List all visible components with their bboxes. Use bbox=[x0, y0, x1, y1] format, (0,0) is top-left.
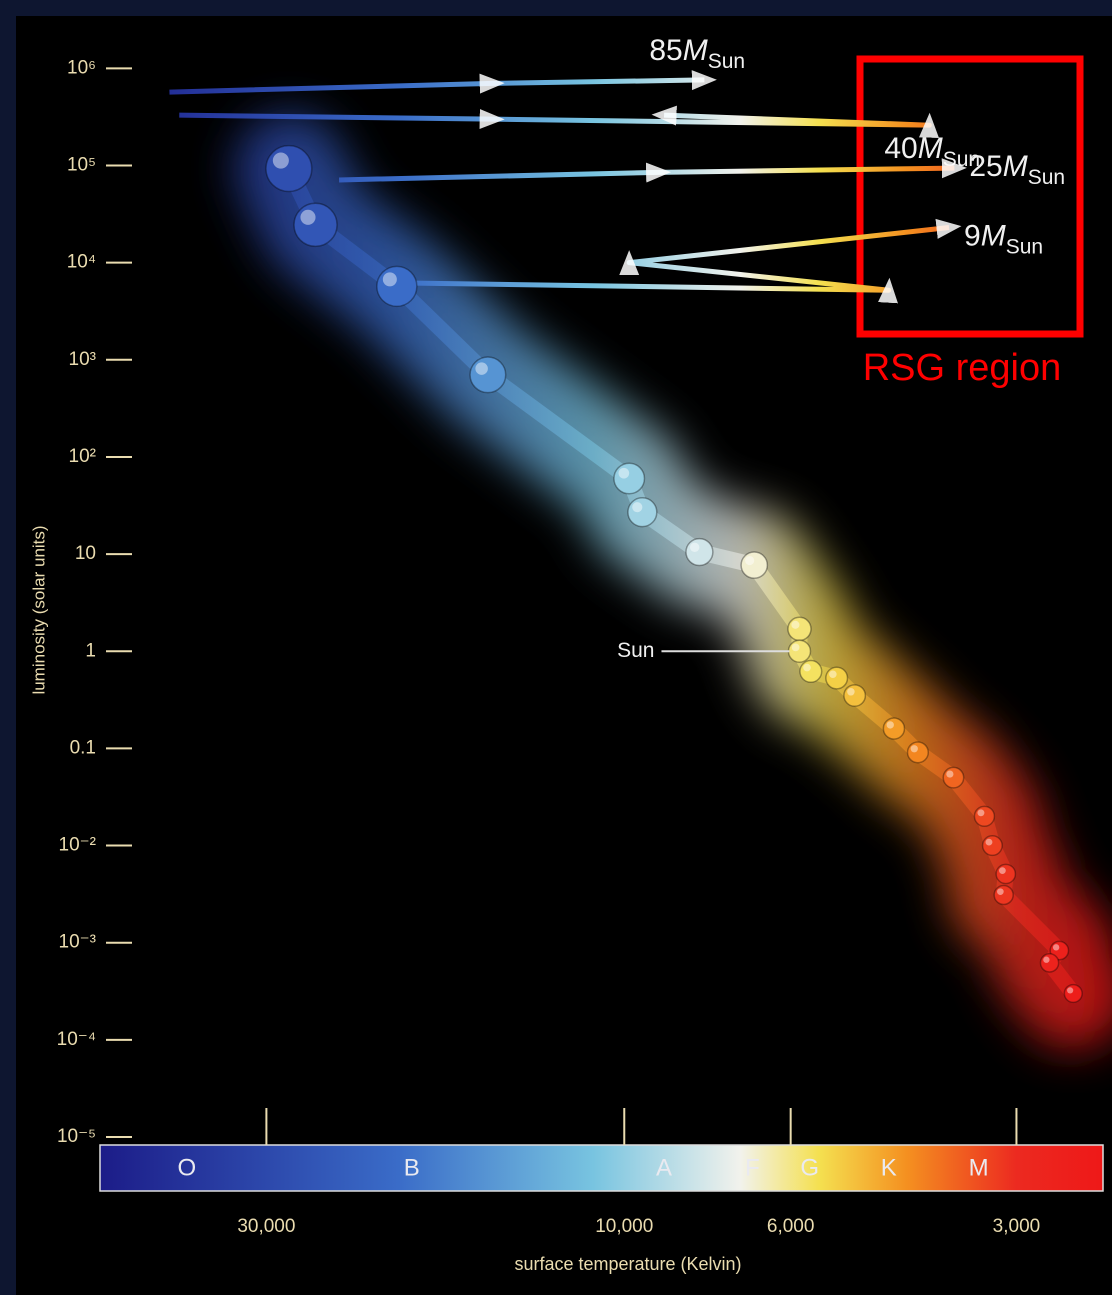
star-highlight bbox=[946, 770, 953, 777]
star bbox=[788, 617, 811, 640]
y-tick-label: 10⁻⁵ bbox=[57, 1126, 96, 1147]
rsg-label: RSG region bbox=[863, 347, 1062, 389]
track-subscript: Sun bbox=[708, 49, 745, 72]
x-tick-label: 30,000 bbox=[237, 1216, 295, 1237]
star-highlight bbox=[829, 670, 837, 678]
track-mass: 9 bbox=[964, 219, 981, 252]
spectral-class: M bbox=[969, 1154, 989, 1181]
star-highlight bbox=[847, 688, 855, 696]
page: {"chart_data": { "type": "scatter", "x_l… bbox=[0, 0, 1112, 1295]
y-tick-label: 10⁻² bbox=[59, 835, 97, 856]
track-mass: 40 bbox=[884, 132, 917, 165]
x-tick-label: 3,000 bbox=[993, 1216, 1041, 1237]
track-mass: 85 bbox=[649, 34, 682, 67]
y-axis-label: luminosity (solar units) bbox=[29, 525, 48, 694]
star-highlight bbox=[791, 621, 799, 629]
y-tick-label: 10⁴ bbox=[67, 252, 96, 273]
y-tick-label: 10⁻³ bbox=[59, 932, 97, 953]
star-highlight bbox=[383, 272, 397, 286]
star bbox=[628, 498, 657, 527]
star bbox=[294, 203, 337, 246]
star-highlight bbox=[977, 809, 984, 816]
track-subscript: Sun bbox=[1006, 235, 1043, 258]
track-subscript: Sun bbox=[1028, 166, 1065, 189]
star bbox=[741, 552, 767, 578]
star-highlight bbox=[632, 502, 642, 512]
y-tick-label: 10⁻⁴ bbox=[57, 1029, 96, 1050]
star-highlight bbox=[300, 210, 315, 225]
y-tick-label: 0.1 bbox=[70, 737, 96, 758]
star bbox=[266, 146, 312, 192]
y-tick-label: 10⁵ bbox=[67, 155, 96, 176]
star-highlight bbox=[792, 644, 800, 652]
x-axis-label: surface temperature (Kelvin) bbox=[514, 1254, 741, 1274]
star bbox=[844, 685, 865, 706]
star-highlight bbox=[803, 664, 811, 672]
spectral-class: O bbox=[177, 1154, 196, 1181]
star-highlight bbox=[745, 556, 754, 565]
chart: luminosity (solar units) surface tempera… bbox=[0, 0, 1112, 1295]
star bbox=[908, 742, 929, 763]
colorbar bbox=[100, 1145, 1103, 1191]
star-highlight bbox=[1053, 944, 1059, 950]
star bbox=[826, 667, 848, 689]
track-symbol: M bbox=[918, 132, 943, 165]
star-highlight bbox=[1067, 987, 1073, 993]
star-highlight bbox=[690, 543, 699, 552]
star bbox=[788, 640, 810, 662]
star bbox=[614, 463, 645, 494]
star bbox=[686, 539, 713, 566]
y-tick-label: 10² bbox=[69, 446, 96, 467]
star-highlight bbox=[273, 153, 289, 169]
star-highlight bbox=[475, 362, 487, 374]
y-tick-label: 10³ bbox=[69, 349, 96, 370]
star-highlight bbox=[999, 867, 1006, 874]
star bbox=[470, 357, 506, 393]
star-highlight bbox=[911, 745, 918, 752]
star-highlight bbox=[1043, 957, 1049, 963]
track-symbol: M bbox=[683, 34, 708, 67]
spectral-class: K bbox=[881, 1154, 897, 1181]
star-highlight bbox=[887, 721, 894, 728]
x-tick-label: 6,000 bbox=[767, 1216, 815, 1237]
star-highlight bbox=[997, 888, 1004, 895]
track-symbol: M bbox=[981, 219, 1006, 252]
spectral-class: B bbox=[404, 1154, 420, 1181]
star bbox=[974, 806, 994, 826]
star bbox=[883, 718, 904, 739]
spectral-class: A bbox=[656, 1154, 672, 1181]
star-highlight bbox=[986, 839, 993, 846]
y-tick-label: 10 bbox=[75, 543, 96, 564]
plot-background bbox=[16, 16, 1112, 1295]
spectral-class: F bbox=[745, 1154, 760, 1181]
star-highlight bbox=[618, 468, 629, 479]
star bbox=[1040, 954, 1058, 972]
star bbox=[377, 266, 417, 306]
star bbox=[943, 767, 963, 787]
star bbox=[800, 661, 822, 683]
x-tick-label: 10,000 bbox=[595, 1216, 653, 1237]
star bbox=[994, 885, 1013, 904]
star bbox=[1064, 985, 1082, 1003]
y-tick-label: 10⁶ bbox=[67, 57, 96, 78]
sun-label: Sun bbox=[617, 639, 654, 662]
spectral-class: G bbox=[800, 1154, 819, 1181]
star bbox=[983, 836, 1003, 856]
star bbox=[996, 864, 1015, 883]
track-symbol: M bbox=[1003, 150, 1028, 183]
y-tick-label: 1 bbox=[85, 640, 96, 661]
track-mass: 25 bbox=[969, 150, 1002, 183]
